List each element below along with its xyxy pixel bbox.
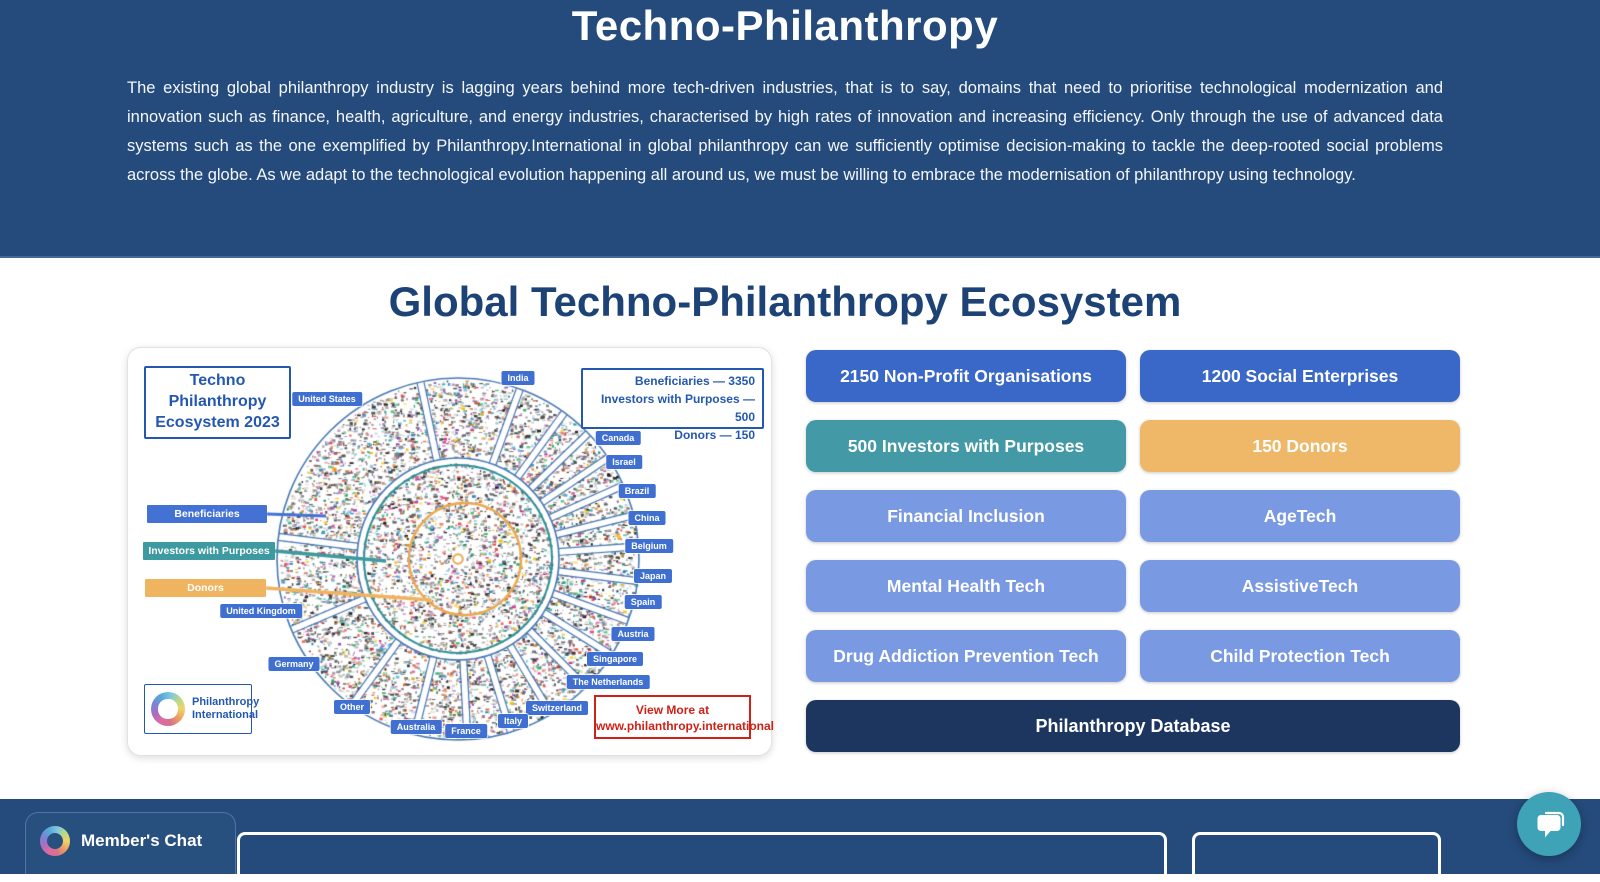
diagram-title-line: Ecosystem 2023	[155, 414, 280, 431]
legend-investors-with-purposes: Investors with Purposes	[143, 542, 275, 560]
diagram-logo-text: Philanthropy International	[192, 696, 259, 722]
country-label: Spain	[624, 595, 662, 609]
chat-panel	[237, 832, 1167, 882]
diagram-stats-box: Beneficiaries — 3350 Investors with Purp…	[581, 368, 764, 442]
ecosystem-diagram-card: Techno Philanthropy Ecosystem 2023 Benef…	[127, 347, 775, 756]
country-label: Austria	[611, 627, 655, 641]
members-chat-label: Member's Chat	[81, 831, 203, 850]
logo-text-line: International	[192, 709, 259, 721]
country-label: China	[628, 511, 666, 525]
country-label: Japan	[633, 569, 673, 583]
view-more-url: www.philanthropy.international	[596, 719, 775, 733]
button-agetech[interactable]: AgeTech	[1140, 490, 1460, 542]
country-label: Other	[333, 700, 371, 714]
chat-bubble-icon	[1537, 811, 1565, 838]
button-mental-health-tech[interactable]: Mental Health Tech	[806, 560, 1126, 612]
philanthropy-ring-logo	[151, 692, 185, 726]
country-label: Australia	[390, 720, 442, 734]
button-child-protection-tech[interactable]: Child Protection Tech	[1140, 630, 1460, 682]
philanthropy-ring-logo	[40, 826, 70, 856]
page-header: Techno-Philanthropy The existing global …	[0, 0, 1600, 258]
country-label: Canada	[595, 431, 641, 445]
stat-investors: Investors with Purposes — 500	[600, 392, 755, 424]
view-more-text: View More at	[635, 703, 710, 717]
legend-donors: Donors	[145, 579, 266, 597]
members-chat-tab[interactable]: Member's Chat	[25, 812, 236, 874]
chat-side-panel	[1192, 832, 1441, 882]
button-assistivetech[interactable]: AssistiveTech	[1140, 560, 1460, 612]
button-philanthropy-database[interactable]: Philanthropy Database	[806, 700, 1460, 752]
country-label: Germany	[268, 657, 320, 671]
country-label: United Kingdom	[220, 604, 302, 618]
country-label: Belgium	[625, 539, 673, 553]
diagram-title-box: Techno Philanthropy Ecosystem 2023	[144, 366, 291, 439]
country-label: India	[501, 371, 535, 385]
page-title: Techno-Philanthropy	[571, 2, 999, 49]
country-label: Israel	[606, 455, 642, 469]
button-financial-inclusion[interactable]: Financial Inclusion	[806, 490, 1126, 542]
legend-beneficiaries: Beneficiaries	[147, 505, 267, 523]
view-more-link[interactable]: View More at www.philanthropy.internatio…	[594, 695, 775, 739]
country-label: France	[445, 724, 487, 738]
country-label: Italy	[497, 714, 529, 728]
header-description: The existing global philanthropy industr…	[127, 79, 1443, 184]
diagram-title-line: Philanthropy	[168, 393, 267, 410]
button-investors-with-purposes[interactable]: 500 Investors with Purposes	[806, 420, 1126, 472]
button-drug-addiction-prevention-tech[interactable]: Drug Addiction Prevention Tech	[806, 630, 1126, 682]
stat-donors: Donors — 150	[674, 428, 755, 442]
button-social-enterprises[interactable]: 1200 Social Enterprises	[1140, 350, 1460, 402]
diagram-logo-box: Philanthropy International	[144, 684, 259, 734]
button-donors[interactable]: 150 Donors	[1140, 420, 1460, 472]
page-footer: Member's Chat	[0, 799, 1600, 882]
logo-text-line: Philanthropy	[192, 696, 260, 708]
country-label: United States	[292, 392, 362, 406]
country-label: Singapore	[586, 652, 644, 666]
section-title: Global Techno-Philanthropy Ecosystem	[388, 278, 1182, 325]
stat-beneficiaries: Beneficiaries — 3350	[634, 374, 755, 388]
country-label: Switzerland	[525, 701, 589, 715]
chat-widget-button[interactable]	[1517, 792, 1581, 856]
diagram-title-line: Techno	[189, 372, 246, 389]
country-label: The Netherlands	[566, 675, 650, 689]
country-label: Brazil	[618, 484, 656, 498]
button-non-profit-organisations[interactable]: 2150 Non-Profit Organisations	[806, 350, 1126, 402]
